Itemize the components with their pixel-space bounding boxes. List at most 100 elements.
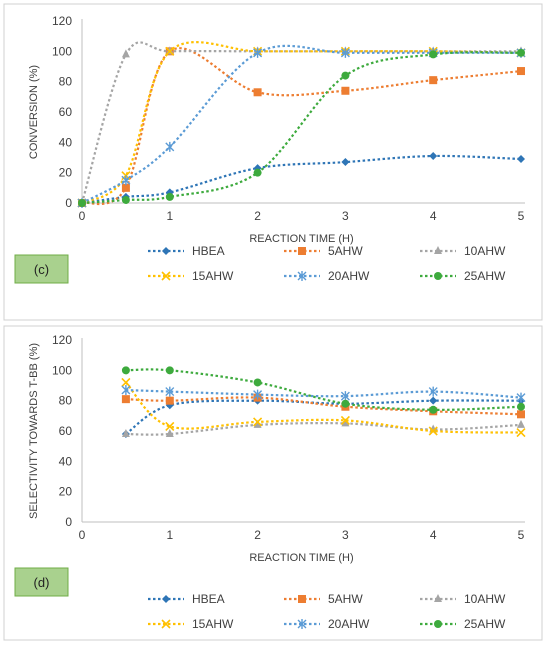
legend-item-5ahw: 5AHW bbox=[284, 592, 363, 606]
x-axis-title: REACTION TIME (H) bbox=[249, 233, 353, 245]
legend-label: 25AHW bbox=[464, 617, 506, 631]
y-tick-label: 120 bbox=[52, 333, 72, 347]
legend-marker bbox=[162, 595, 170, 603]
data-point bbox=[78, 199, 86, 207]
x-tick-label: 1 bbox=[166, 528, 173, 542]
data-point bbox=[516, 392, 526, 403]
x-tick-label: 3 bbox=[342, 209, 349, 223]
data-point bbox=[517, 419, 525, 428]
chart-frame bbox=[3, 325, 543, 641]
x-tick-label: 2 bbox=[254, 528, 261, 542]
data-point bbox=[517, 155, 525, 164]
data-point bbox=[165, 46, 175, 56]
data-point bbox=[429, 76, 438, 85]
y-tick-label: 60 bbox=[59, 105, 73, 119]
x-tick-label: 3 bbox=[342, 528, 349, 542]
legend-item-hbea: HBEA bbox=[148, 592, 225, 606]
data-point bbox=[121, 395, 130, 404]
legend-marker bbox=[297, 619, 307, 629]
y-tick-label: 0 bbox=[65, 515, 72, 529]
legend-label: 20AHW bbox=[328, 617, 370, 631]
x-tick-label: 0 bbox=[79, 528, 86, 542]
series-25ahw bbox=[121, 366, 525, 414]
legend-label: 25AHW bbox=[464, 269, 506, 283]
data-point bbox=[517, 48, 525, 57]
legend-item-15ahw: 15AHW bbox=[148, 269, 234, 283]
data-point bbox=[341, 399, 350, 408]
legend-label: 10AHW bbox=[464, 592, 506, 606]
legend-item-20ahw: 20AHW bbox=[284, 617, 370, 631]
series-25ahw bbox=[78, 48, 525, 207]
series-line bbox=[125, 396, 522, 416]
data-point bbox=[121, 49, 130, 58]
legend-label: HBEA bbox=[192, 244, 225, 258]
legend-item-25ahw: 25AHW bbox=[420, 617, 506, 631]
series-line bbox=[125, 389, 522, 399]
data-point bbox=[165, 396, 174, 405]
data-point bbox=[121, 195, 130, 204]
legend-label: HBEA bbox=[192, 592, 225, 606]
data-point bbox=[165, 366, 174, 375]
x-axis-title: REACTION TIME (H) bbox=[249, 552, 353, 564]
data-point bbox=[165, 386, 175, 397]
legend-marker bbox=[297, 271, 307, 281]
legend-marker bbox=[434, 594, 442, 602]
data-point bbox=[121, 366, 130, 375]
x-tick-label: 2 bbox=[254, 209, 261, 223]
data-point bbox=[121, 429, 130, 438]
data-point bbox=[341, 158, 350, 167]
x-tick-label: 5 bbox=[518, 528, 525, 542]
data-point bbox=[341, 71, 350, 80]
legend-marker bbox=[162, 247, 170, 255]
data-point bbox=[517, 67, 525, 76]
legend-item-10ahw: 10AHW bbox=[420, 244, 506, 258]
x-tick-label: 4 bbox=[430, 528, 437, 542]
data-point bbox=[340, 415, 350, 425]
x-tick-label: 1 bbox=[166, 209, 173, 223]
data-point bbox=[253, 88, 262, 97]
data-point bbox=[428, 386, 438, 397]
y-tick-label: 20 bbox=[59, 485, 73, 499]
x-tick-label: 4 bbox=[430, 209, 437, 223]
data-point bbox=[341, 86, 350, 95]
y-tick-label: 20 bbox=[59, 166, 73, 180]
legend-item-20ahw: 20AHW bbox=[284, 269, 370, 283]
data-point bbox=[165, 421, 175, 432]
panel-label: (c) bbox=[34, 262, 49, 277]
legend: HBEA 5AHW 10AHW 15AHW 20AHW 25AHW bbox=[148, 244, 506, 283]
legend-marker bbox=[298, 247, 306, 255]
legend-marker bbox=[434, 246, 442, 254]
legend-marker bbox=[161, 619, 171, 629]
data-point bbox=[253, 378, 262, 387]
data-point bbox=[165, 192, 174, 201]
y-axis-title: CONVERSION (%) bbox=[28, 65, 40, 159]
legend-label: 15AHW bbox=[192, 269, 234, 283]
series-20ahw bbox=[121, 385, 526, 403]
data-point bbox=[253, 389, 263, 400]
panel-label-box bbox=[14, 567, 69, 597]
y-tick-label: 0 bbox=[65, 196, 72, 210]
data-point bbox=[340, 47, 350, 58]
panel-label: (d) bbox=[34, 575, 50, 590]
data-point bbox=[253, 47, 263, 58]
legend-item-5ahw: 5AHW bbox=[284, 244, 363, 258]
legend-marker bbox=[434, 272, 442, 280]
legend-label: 5AHW bbox=[328, 244, 363, 258]
data-point bbox=[253, 417, 263, 427]
data-point bbox=[165, 429, 174, 438]
legend-label: 15AHW bbox=[192, 617, 234, 631]
legend-item-25ahw: 25AHW bbox=[420, 269, 506, 283]
series-15ahw bbox=[121, 377, 526, 438]
legend-label: 5AHW bbox=[328, 592, 363, 606]
y-tick-label: 100 bbox=[52, 363, 72, 377]
data-point bbox=[121, 175, 131, 186]
data-point bbox=[253, 168, 262, 177]
data-point bbox=[341, 418, 350, 427]
x-tick-label: 5 bbox=[518, 209, 525, 223]
y-tick-label: 60 bbox=[59, 424, 73, 438]
data-point bbox=[340, 391, 350, 402]
chart-frame bbox=[3, 3, 543, 321]
data-point bbox=[517, 410, 525, 419]
y-tick-label: 80 bbox=[59, 394, 73, 408]
